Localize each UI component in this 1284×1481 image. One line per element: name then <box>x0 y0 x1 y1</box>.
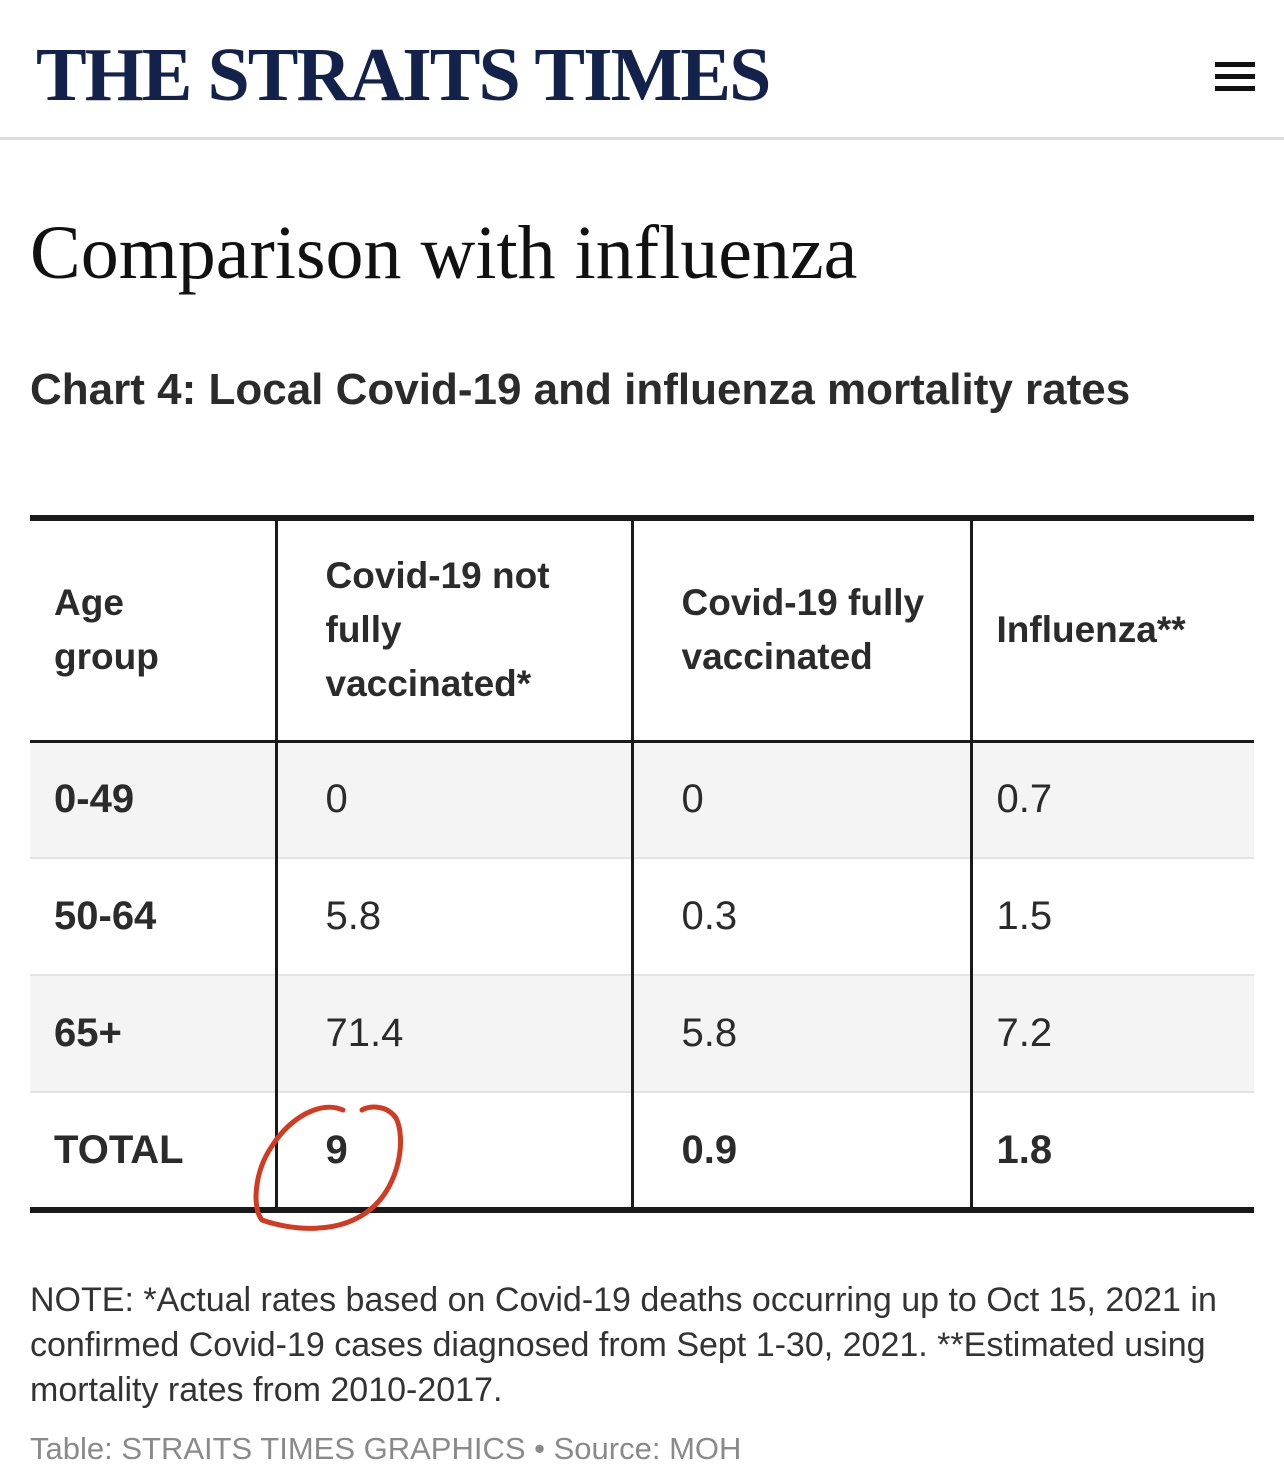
site-logo[interactable]: THE STRAITS TIMES <box>36 33 771 117</box>
value-cell: 5.8 <box>274 858 632 976</box>
article-title: Comparison with influenza <box>30 211 858 295</box>
table-note: NOTE: *Actual rates based on Covid-19 de… <box>30 1281 1217 1409</box>
hamburger-menu-icon[interactable] <box>1212 60 1258 94</box>
column-header-influenza: Influenza** <box>969 518 1254 743</box>
value-cell: 7.2 <box>969 975 1254 1093</box>
value-cell: 0.3 <box>630 858 971 976</box>
age-group-cell: 50-64 <box>30 858 276 976</box>
column-header-age-group: Age group <box>30 518 276 743</box>
mortality-table: Age group Covid-19 not fully vaccinated*… <box>30 515 1254 1213</box>
total-value-cell: 0.9 <box>630 1092 971 1210</box>
age-group-cell: 0-49 <box>30 741 276 859</box>
age-group-cell: 65+ <box>30 975 276 1093</box>
total-value-cell: 9 <box>274 1092 632 1210</box>
table-row: 50-64 5.8 0.3 1.5 <box>30 858 1254 976</box>
site-header: THE STRAITS TIMES <box>0 0 1284 140</box>
column-header-fully-vaccinated: Covid-19 fully vaccinated <box>630 518 971 743</box>
value-cell: 0 <box>630 741 971 859</box>
table-row: 65+ 71.4 5.8 7.2 <box>30 975 1254 1093</box>
chart-title: Chart 4: Local Covid-19 and influenza mo… <box>30 365 1131 414</box>
table-header-row: Age group Covid-19 not fully vaccinated*… <box>30 518 1254 743</box>
value-cell: 71.4 <box>274 975 632 1093</box>
value-cell: 1.5 <box>969 858 1254 976</box>
table-total-row: TOTAL 9 0.9 1.8 <box>30 1092 1254 1210</box>
value-cell: 0 <box>274 741 632 859</box>
value-cell: 0.7 <box>969 741 1254 859</box>
column-header-not-vaccinated: Covid-19 not fully vaccinated* <box>274 518 632 743</box>
total-value-cell: 1.8 <box>969 1092 1254 1210</box>
total-label-cell: TOTAL <box>54 1127 184 1172</box>
value-cell: 5.8 <box>630 975 971 1093</box>
table-row: 0-49 0 0 0.7 <box>30 741 1254 859</box>
table-source: Table: STRAITS TIMES GRAPHICS • Source: … <box>30 1431 742 1466</box>
